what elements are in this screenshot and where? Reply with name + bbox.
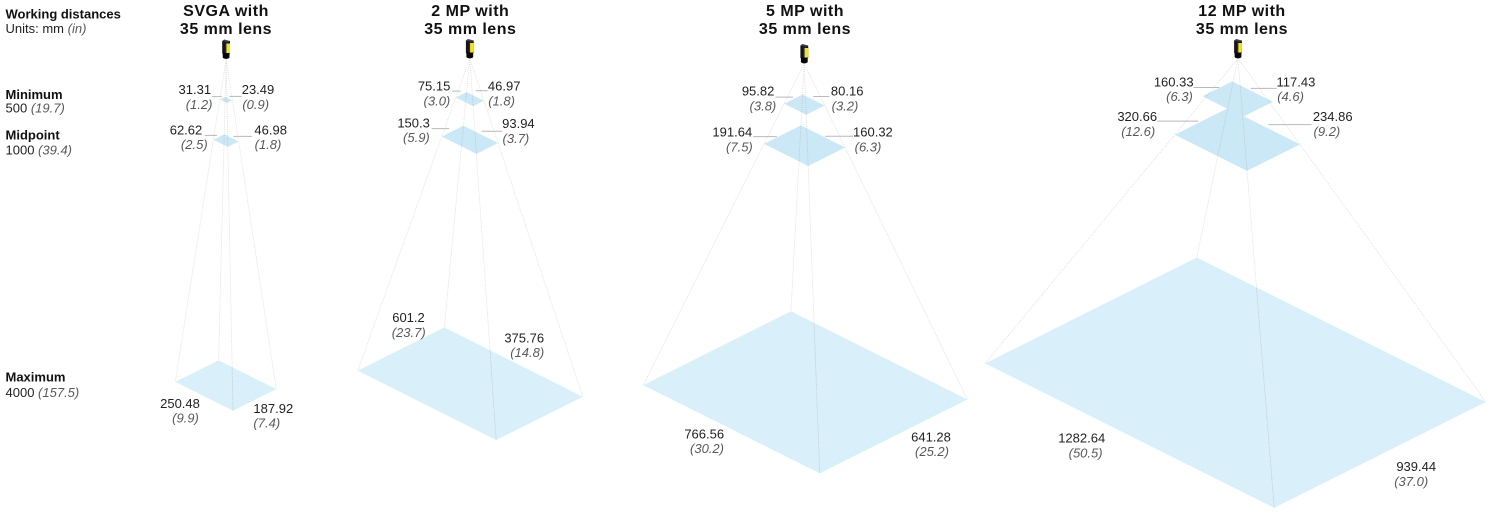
svg-text:75.15: 75.15	[418, 79, 451, 94]
svg-text:(25.2): (25.2)	[915, 444, 949, 459]
svg-text:Maximum: Maximum	[6, 370, 66, 385]
svg-text:117.43: 117.43	[1277, 74, 1316, 89]
svg-text:46.98: 46.98	[254, 122, 287, 137]
svg-text:23.49: 23.49	[242, 82, 275, 97]
svg-text:(1.8): (1.8)	[255, 137, 282, 152]
svg-text:SVGA with: SVGA with	[183, 3, 269, 20]
svg-text:187.92: 187.92	[253, 401, 293, 416]
svg-text:(3.2): (3.2)	[832, 99, 859, 114]
svg-text:(23.7): (23.7)	[392, 325, 426, 340]
svg-text:Units: mm (in): Units: mm (in)	[6, 21, 87, 36]
svg-text:Midpoint: Midpoint	[6, 127, 61, 142]
svg-text:(1.8): (1.8)	[488, 94, 515, 109]
svg-text:320.66: 320.66	[1117, 109, 1157, 124]
svg-text:250.48: 250.48	[160, 396, 200, 411]
svg-text:(4.6): (4.6)	[1277, 89, 1304, 104]
svg-text:(50.5): (50.5)	[1069, 446, 1103, 461]
svg-text:62.62: 62.62	[170, 122, 203, 137]
svg-text:500 (19.7): 500 (19.7)	[6, 101, 65, 116]
svg-text:601.2: 601.2	[392, 310, 425, 325]
svg-text:35 mm lens: 35 mm lens	[759, 21, 851, 38]
svg-text:(1.2): (1.2)	[186, 97, 213, 112]
svg-text:35 mm lens: 35 mm lens	[180, 21, 272, 38]
svg-text:(7.5): (7.5)	[726, 139, 753, 154]
svg-text:(12.6): (12.6)	[1121, 124, 1155, 139]
svg-text:(2.5): (2.5)	[181, 137, 208, 152]
svg-text:35 mm lens: 35 mm lens	[1196, 21, 1288, 38]
svg-text:1282.64: 1282.64	[1058, 431, 1105, 446]
svg-text:766.56: 766.56	[684, 426, 724, 441]
svg-text:93.94: 93.94	[502, 116, 535, 131]
svg-text:(6.3): (6.3)	[1166, 89, 1193, 104]
svg-text:46.97: 46.97	[488, 79, 521, 94]
svg-text:Working distances: Working distances	[6, 7, 121, 22]
svg-text:234.86: 234.86	[1313, 109, 1353, 124]
svg-text:150.3: 150.3	[397, 115, 430, 130]
svg-text:(7.4): (7.4)	[253, 416, 280, 431]
svg-text:31.31: 31.31	[179, 82, 212, 97]
svg-text:80.16: 80.16	[831, 84, 864, 99]
svg-text:(3.7): (3.7)	[503, 131, 530, 146]
svg-text:(30.2): (30.2)	[690, 441, 724, 456]
svg-text:(5.9): (5.9)	[403, 130, 430, 145]
svg-text:35 mm lens: 35 mm lens	[424, 21, 516, 38]
svg-text:12 MP with: 12 MP with	[1198, 3, 1285, 20]
svg-text:160.33: 160.33	[1154, 74, 1194, 89]
svg-text:160.32: 160.32	[853, 125, 893, 140]
svg-text:(6.3): (6.3)	[855, 139, 882, 154]
svg-text:95.82: 95.82	[742, 84, 775, 99]
svg-text:375.76: 375.76	[504, 330, 544, 345]
svg-text:4000 (157.5): 4000 (157.5)	[6, 385, 80, 400]
svg-text:191.64: 191.64	[712, 125, 752, 140]
svg-text:1000 (39.4): 1000 (39.4)	[6, 142, 73, 157]
svg-text:2 MP with: 2 MP with	[431, 3, 509, 20]
svg-text:5 MP with: 5 MP with	[766, 3, 844, 20]
svg-text:Minimum: Minimum	[6, 87, 63, 102]
svg-text:(3.0): (3.0)	[424, 94, 451, 109]
svg-text:(0.9): (0.9)	[242, 97, 269, 112]
svg-text:641.28: 641.28	[911, 429, 951, 444]
svg-text:(9.2): (9.2)	[1314, 124, 1341, 139]
svg-text:(37.0): (37.0)	[1394, 474, 1428, 489]
svg-text:939.44: 939.44	[1396, 459, 1436, 474]
svg-text:(9.9): (9.9)	[172, 411, 199, 426]
svg-text:(3.8): (3.8)	[750, 99, 777, 114]
svg-text:(14.8): (14.8)	[510, 345, 544, 360]
